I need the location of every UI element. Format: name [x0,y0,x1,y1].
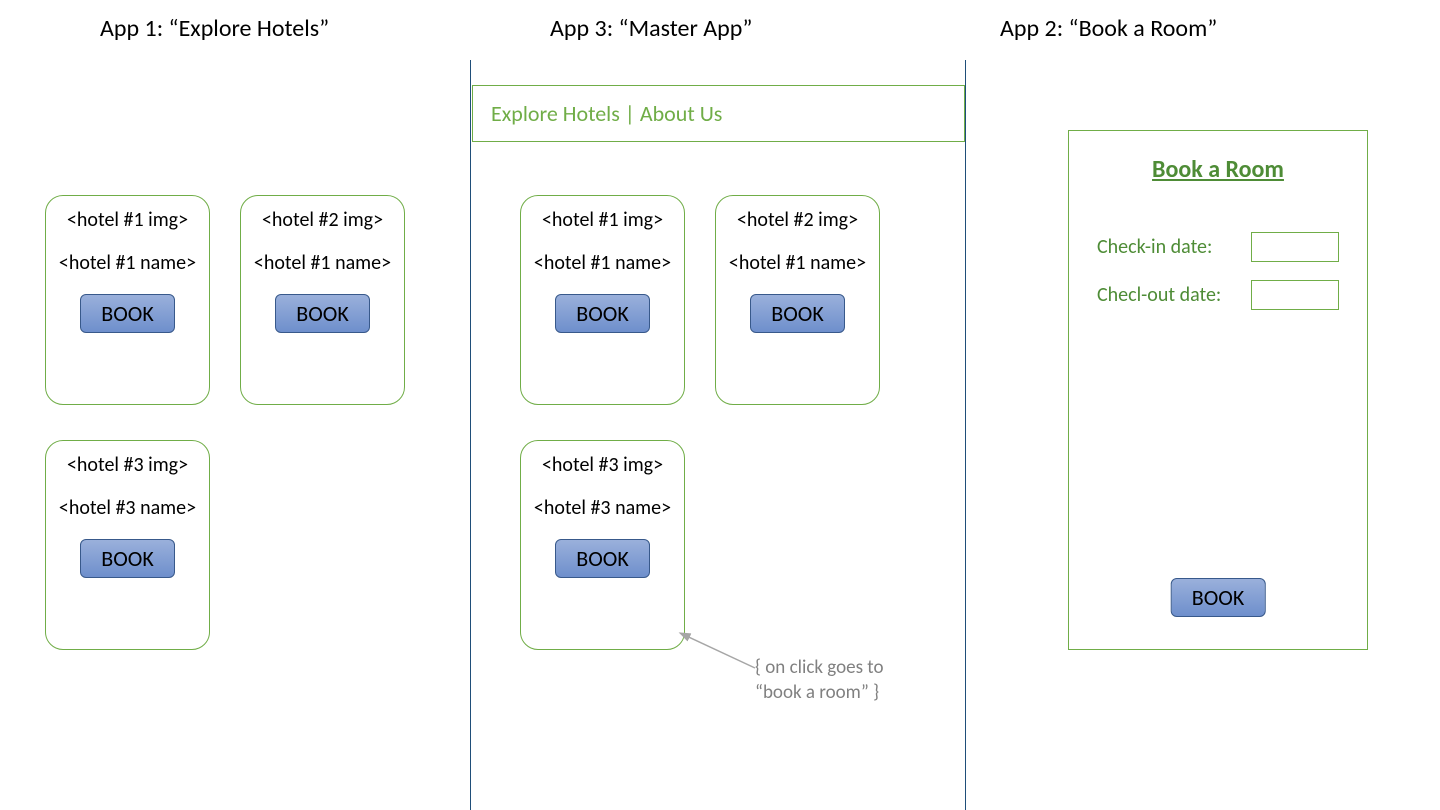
book-button[interactable]: BOOK [275,294,370,333]
app1-hotel-card-2: <hotel #2 img> <hotel #1 name> BOOK [240,195,405,405]
hotel-img-placeholder: <hotel #2 img> [249,208,396,233]
hotel-name-placeholder: <hotel #1 name> [54,251,201,276]
book-a-room-form: Book a Room Check-in date: Checl-out dat… [1068,130,1368,650]
master-app-nav[interactable]: Explore Hotels | About Us [472,85,965,142]
checkout-input[interactable] [1251,280,1339,310]
hotel-name-placeholder: <hotel #1 name> [529,251,676,276]
book-button[interactable]: BOOK [555,294,650,333]
app1-hotel-card-1: <hotel #1 img> <hotel #1 name> BOOK [45,195,210,405]
app1-title: App 1: “Explore Hotels” [100,14,329,43]
form-title: Book a Room [1097,155,1339,184]
hotel-name-placeholder: <hotel #1 name> [724,251,871,276]
app3-hotel-card-3: <hotel #3 img> <hotel #3 name> BOOK [520,440,685,650]
checkout-row: Checl-out date: [1097,280,1339,310]
hotel-name-placeholder: <hotel #3 name> [54,496,201,521]
hotel-name-placeholder: <hotel #3 name> [529,496,676,521]
hotel-img-placeholder: <hotel #3 img> [54,453,201,478]
app2-title: App 2: “Book a Room” [1000,14,1217,43]
book-button[interactable]: BOOK [80,539,175,578]
hotel-img-placeholder: <hotel #1 img> [54,208,201,233]
checkout-label: Checl-out date: [1097,283,1221,307]
hotel-name-placeholder: <hotel #1 name> [249,251,396,276]
book-button[interactable]: BOOK [555,539,650,578]
book-button[interactable]: BOOK [80,294,175,333]
click-annotation: { on click goes to “book a room” } [755,656,915,705]
hotel-img-placeholder: <hotel #1 img> [529,208,676,233]
checkin-row: Check-in date: [1097,232,1339,262]
checkin-label: Check-in date: [1097,235,1212,259]
divider-left [470,60,471,810]
book-button[interactable]: BOOK [750,294,845,333]
app1-hotel-card-3: <hotel #3 img> <hotel #3 name> BOOK [45,440,210,650]
checkin-input[interactable] [1251,232,1339,262]
divider-right [965,60,966,810]
app3-title: App 3: “Master App” [550,14,752,43]
hotel-img-placeholder: <hotel #2 img> [724,208,871,233]
form-book-button[interactable]: BOOK [1171,578,1266,617]
hotel-img-placeholder: <hotel #3 img> [529,453,676,478]
app3-hotel-card-1: <hotel #1 img> <hotel #1 name> BOOK [520,195,685,405]
app3-hotel-card-2: <hotel #2 img> <hotel #1 name> BOOK [715,195,880,405]
